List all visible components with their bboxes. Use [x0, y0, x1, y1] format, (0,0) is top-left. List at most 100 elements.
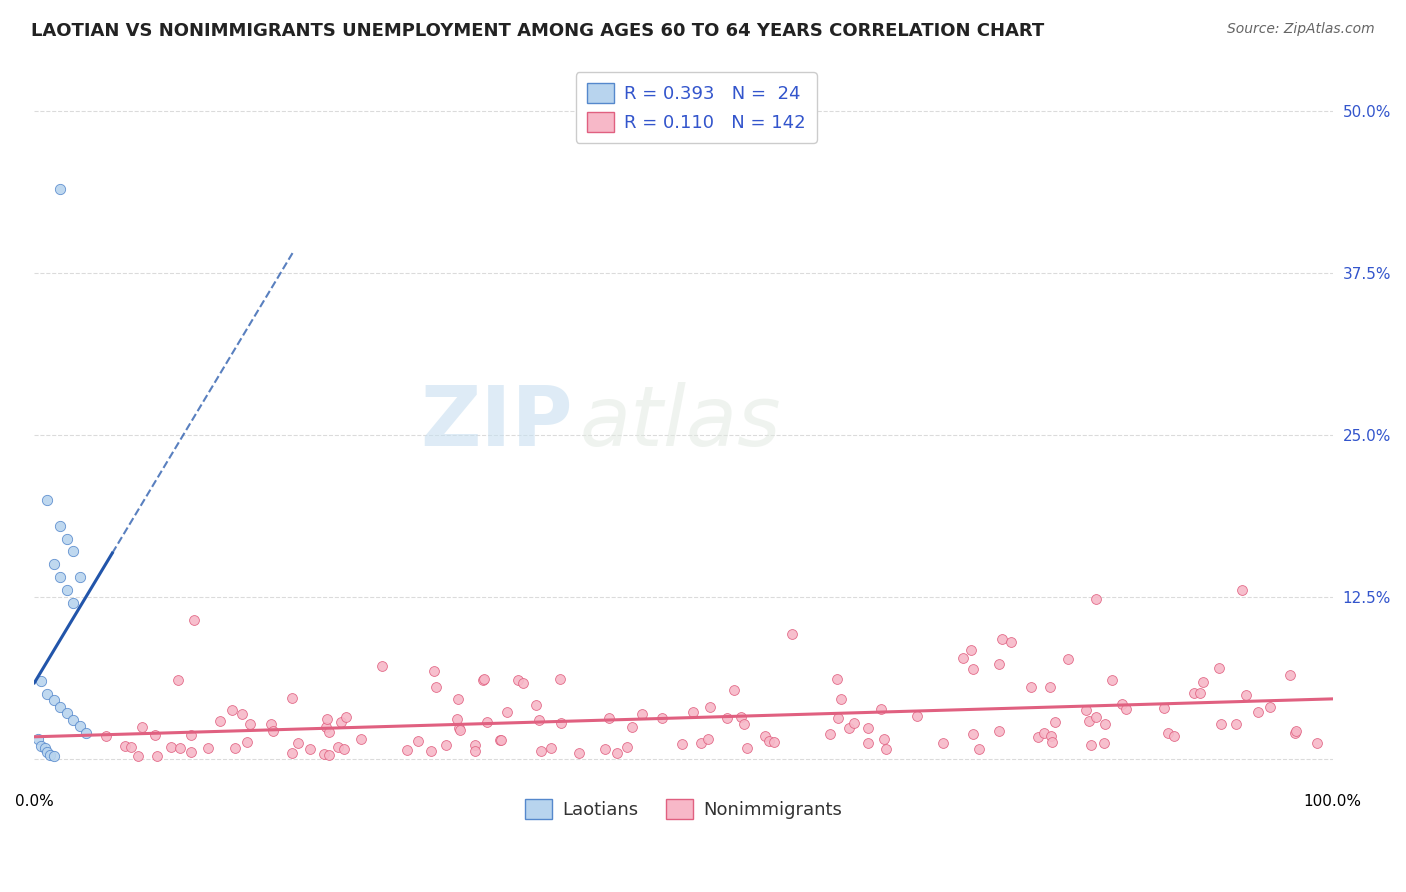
- Point: [42, 748, 65, 763]
- Point: [825, 672, 848, 686]
- Point: [114, 739, 136, 753]
- Point: [932, 736, 955, 750]
- Point: [856, 721, 879, 735]
- Point: [1111, 697, 1133, 711]
- Point: [1039, 729, 1062, 743]
- Point: [1279, 667, 1302, 681]
- Point: [239, 717, 262, 731]
- Point: [489, 733, 512, 747]
- Point: [1182, 686, 1205, 700]
- Point: [262, 724, 284, 739]
- Point: [298, 742, 321, 756]
- Point: [75, 725, 97, 739]
- Point: [1157, 726, 1180, 740]
- Point: [733, 717, 755, 731]
- Point: [1045, 714, 1067, 729]
- Point: [1039, 680, 1062, 694]
- Point: [616, 739, 638, 754]
- Point: [145, 748, 167, 763]
- Point: [1092, 736, 1115, 750]
- Point: [395, 743, 418, 757]
- Point: [131, 720, 153, 734]
- Point: [1189, 686, 1212, 700]
- Point: [180, 745, 202, 759]
- Point: [991, 632, 1014, 646]
- Point: [39, 747, 62, 762]
- Point: [30, 673, 52, 688]
- Point: [34, 741, 56, 756]
- Point: [730, 710, 752, 724]
- Point: [94, 729, 117, 743]
- Point: [312, 747, 335, 762]
- Point: [1077, 714, 1099, 728]
- Text: Source: ZipAtlas.com: Source: ZipAtlas.com: [1227, 22, 1375, 37]
- Point: [326, 740, 349, 755]
- Point: [180, 728, 202, 742]
- Point: [69, 570, 91, 584]
- Point: [723, 683, 745, 698]
- Point: [827, 711, 849, 725]
- Point: [37, 687, 59, 701]
- Point: [735, 741, 758, 756]
- Point: [69, 719, 91, 733]
- Point: [56, 583, 79, 598]
- Point: [315, 720, 337, 734]
- Point: [1085, 591, 1108, 606]
- Point: [988, 723, 1011, 738]
- Point: [231, 707, 253, 722]
- Point: [143, 728, 166, 742]
- Point: [856, 736, 879, 750]
- Point: [682, 705, 704, 719]
- Point: [472, 673, 495, 687]
- Point: [49, 570, 72, 584]
- Point: [875, 742, 897, 756]
- Point: [42, 558, 65, 572]
- Point: [420, 744, 443, 758]
- Point: [260, 716, 283, 731]
- Point: [449, 723, 471, 737]
- Point: [49, 182, 72, 196]
- Point: [49, 699, 72, 714]
- Point: [464, 738, 486, 752]
- Point: [716, 711, 738, 725]
- Point: [697, 732, 720, 747]
- Point: [621, 720, 644, 734]
- Point: [350, 732, 373, 747]
- Point: [447, 721, 470, 735]
- Point: [27, 732, 49, 747]
- Point: [221, 703, 243, 717]
- Point: [540, 740, 562, 755]
- Point: [335, 710, 357, 724]
- Point: [475, 714, 498, 729]
- Point: [197, 740, 219, 755]
- Point: [671, 737, 693, 751]
- Point: [1230, 583, 1253, 598]
- Point: [408, 734, 430, 748]
- Point: [1225, 717, 1247, 731]
- Point: [905, 709, 928, 723]
- Point: [330, 714, 353, 729]
- Point: [236, 734, 259, 748]
- Point: [423, 664, 446, 678]
- Point: [689, 736, 711, 750]
- Point: [1208, 660, 1230, 674]
- Point: [316, 712, 339, 726]
- Point: [370, 658, 392, 673]
- Point: [120, 739, 142, 754]
- Point: [548, 673, 571, 687]
- Point: [530, 744, 553, 758]
- Point: [1258, 700, 1281, 714]
- Point: [699, 700, 721, 714]
- Point: [508, 673, 530, 687]
- Point: [1247, 706, 1270, 720]
- Point: [333, 742, 356, 756]
- Point: [62, 713, 84, 727]
- Point: [49, 518, 72, 533]
- Point: [952, 651, 974, 665]
- Point: [529, 713, 551, 727]
- Point: [56, 706, 79, 721]
- Point: [780, 627, 803, 641]
- Point: [280, 746, 302, 760]
- Point: [838, 721, 860, 735]
- Point: [962, 663, 984, 677]
